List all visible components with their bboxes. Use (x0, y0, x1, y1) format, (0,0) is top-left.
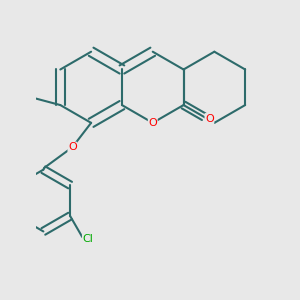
Text: O: O (148, 118, 157, 128)
Text: O: O (68, 142, 77, 152)
Text: O: O (205, 114, 214, 124)
Text: Cl: Cl (82, 234, 93, 244)
